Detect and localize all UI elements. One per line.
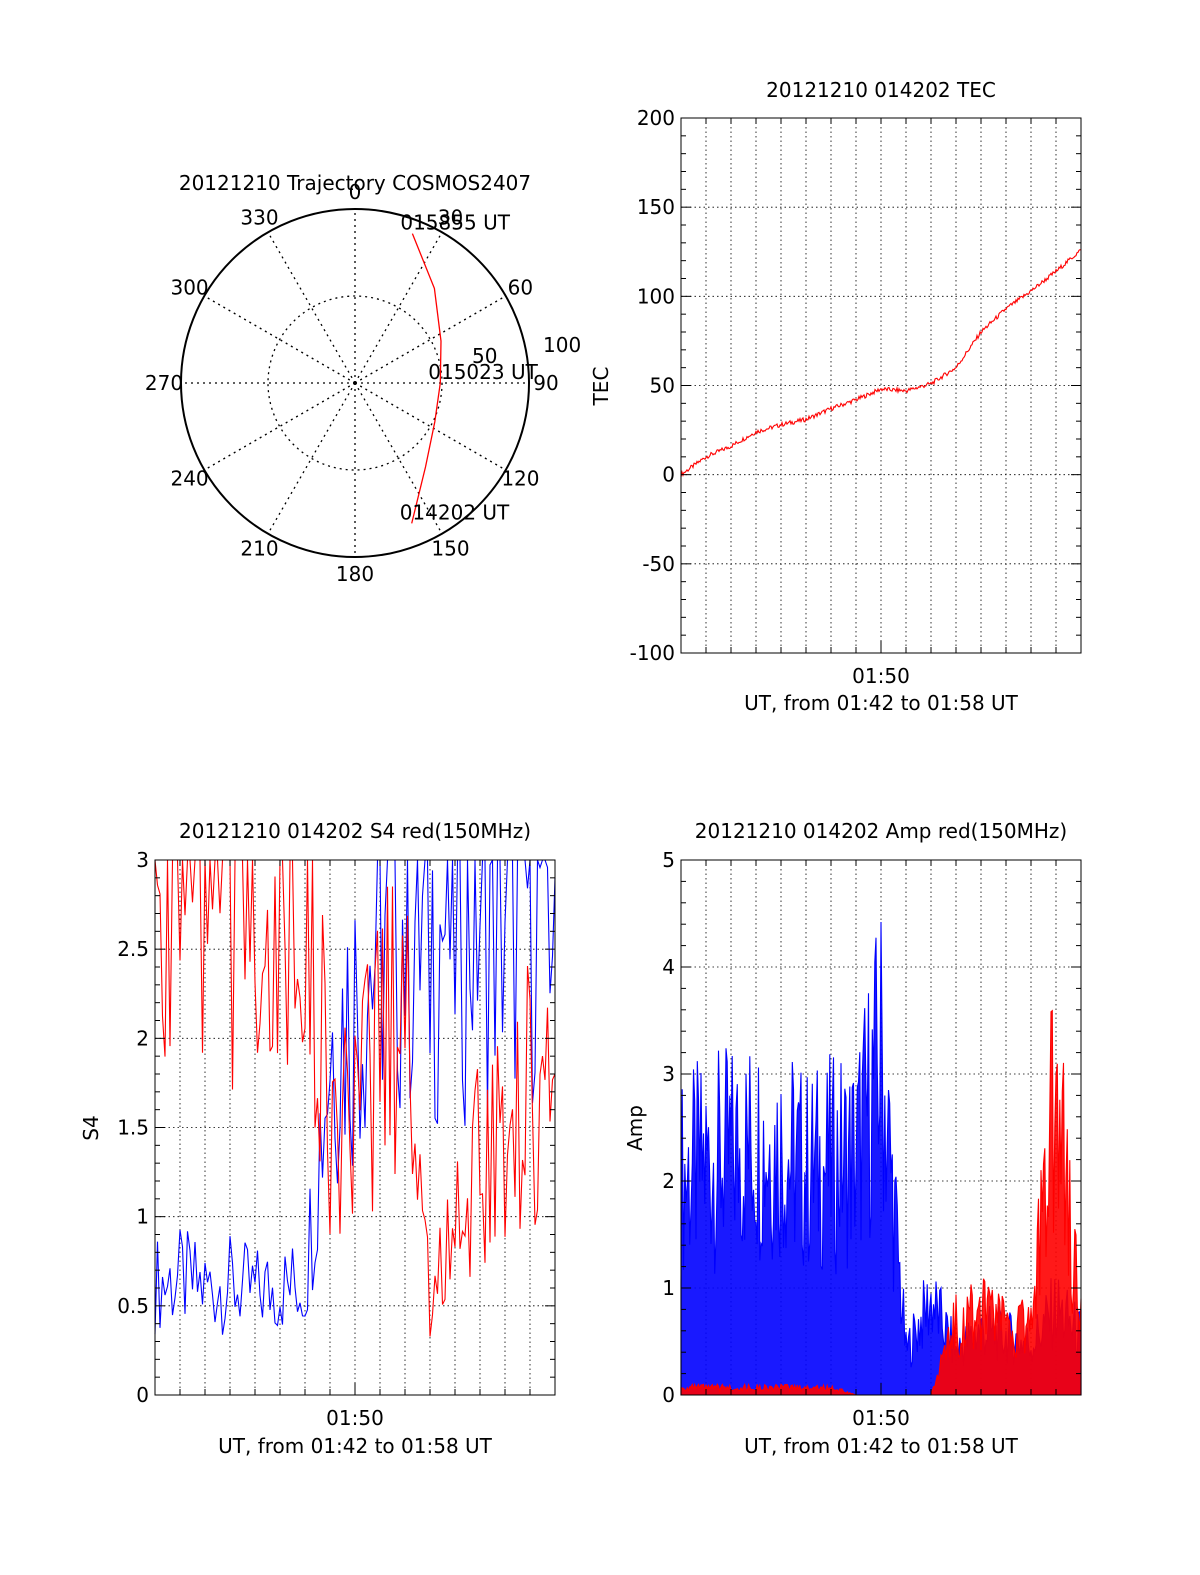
- y-tick-label: -50: [642, 552, 675, 576]
- amp-panel: 20121210 014202 Amp red(150MHz) 0 1 2 3 4 5 0…: [623, 819, 1082, 1458]
- s4-y-axis-label: S4: [79, 1115, 103, 1140]
- polar-angle-label: 240: [170, 467, 208, 491]
- y-tick-label: 1: [136, 1205, 149, 1229]
- y-tick-label: 0: [662, 463, 675, 487]
- amp-y-axis-label: Amp: [623, 1105, 647, 1151]
- polar-angle-label: 90: [533, 371, 558, 395]
- trajectory-time-label: 015855 UT: [400, 211, 510, 235]
- y-tick-label: 0: [136, 1383, 149, 1407]
- y-tick-label: 2.5: [117, 937, 149, 961]
- series-line-red: [154, 859, 556, 1337]
- polar-spoke: [267, 231, 356, 384]
- polar-angle-label: 330: [240, 206, 278, 230]
- s4-panel: 20121210 014202 S4 red(150MHz) 0 0.5 1 1.5 2…: [79, 819, 556, 1458]
- polar-radius-label: 50: [472, 344, 497, 368]
- y-tick-label: 150: [637, 195, 675, 219]
- trajectory-annotations: 015855 UT 015023 UT 014202 UT: [400, 211, 539, 525]
- polar-ring: [267, 295, 443, 471]
- polar-angle-label: 0: [349, 180, 362, 204]
- y-tick-label: 200: [637, 106, 675, 130]
- tec-panel: 20121210 014202 TEC -100-50050100150200 …: [589, 78, 1082, 715]
- polar-outer-circle: [180, 208, 530, 558]
- tec-x-axis-label: UT, from 01:42 to 01:58 UT: [744, 691, 1019, 715]
- s4-title: 20121210 014202 S4 red(150MHz): [179, 819, 531, 843]
- polar-spoke: [354, 295, 507, 384]
- polar-spoke: [354, 382, 507, 471]
- s4-x-axis-label: UT, from 01:42 to 01:58 UT: [218, 1434, 493, 1458]
- x-tick-label: 01:50: [852, 1406, 910, 1430]
- series-line-red: [680, 249, 1082, 478]
- trajectory-time-label: 015023 UT: [428, 360, 538, 384]
- polar-angle-labels: 0 30 60 90 120 150 180 210 240 270 300 330: [145, 180, 559, 586]
- polar-radius-labels: 50 100: [472, 333, 581, 368]
- amp-x-axis-label: UT, from 01:42 to 01:58 UT: [744, 1434, 1019, 1458]
- y-tick-label: 100: [637, 284, 675, 308]
- polar-panel: 20121210 Trajectory COSMOS2407 0 30 60 90 12…: [145, 171, 581, 586]
- y-tick-label: 2: [662, 1169, 675, 1193]
- series-line-blue: [154, 859, 556, 1335]
- series-line-blue: [680, 921, 1082, 1396]
- x-tick-label: 01:50: [326, 1406, 384, 1430]
- tec-title: 20121210 014202 TEC: [766, 78, 996, 102]
- y-tick-label: 0: [662, 1383, 675, 1407]
- polar-spoke: [354, 382, 443, 535]
- x-tick-label: 01:50: [852, 664, 910, 688]
- trajectory-line: [411, 233, 442, 524]
- s4-x-ticks: 01:50: [179, 860, 531, 1430]
- polar-grid: [181, 209, 529, 557]
- polar-title: 20121210 Trajectory COSMOS2407: [179, 171, 531, 195]
- tec-x-ticks: 01:50: [705, 118, 1057, 688]
- amp-title: 20121210 014202 Amp red(150MHz): [695, 819, 1067, 843]
- amp-series: [680, 921, 1082, 1396]
- y-tick-label: 5: [662, 848, 675, 872]
- tec-y-ticks: -100 -50 0 50 100 150 200: [630, 106, 1081, 665]
- polar-angle-label: 120: [501, 467, 539, 491]
- s4-y-ticks: 0 0.5 1 1.5 2 2.5 3: [117, 848, 555, 1407]
- polar-angle-label: 210: [240, 536, 278, 560]
- polar-spoke: [267, 382, 356, 535]
- polar-angle-label: 60: [508, 276, 533, 300]
- y-tick-label: 3: [662, 1062, 675, 1086]
- tec-grid: [681, 118, 1081, 653]
- amp-y-ticks: 0 1 2 3 4 5: [662, 848, 1081, 1407]
- tec-series: [680, 249, 1082, 478]
- y-tick-label: 1.5: [117, 1116, 149, 1140]
- y-tick-label: 50: [650, 374, 675, 398]
- y-tick-label: 1: [662, 1276, 675, 1300]
- polar-angle-label: 180: [336, 562, 374, 586]
- polar-angle-label: 30: [438, 206, 463, 230]
- tec-y-axis-label: TEC: [589, 367, 613, 407]
- y-tick-label: 4: [662, 955, 675, 979]
- polar-spoke: [203, 382, 356, 471]
- amp-x-ticks: 01:50: [705, 860, 1057, 1430]
- polar-spoke: [203, 295, 356, 384]
- y-tick-label: 0.5: [117, 1294, 149, 1318]
- polar-radius-label: 100: [543, 333, 581, 357]
- s4-series: [154, 859, 556, 1337]
- y-tick-label: 3: [136, 848, 149, 872]
- y-tick-label: 2: [136, 1026, 149, 1050]
- polar-spoke: [354, 231, 443, 384]
- trajectory-time-label: 014202 UT: [400, 500, 510, 524]
- polar-angle-label: 300: [170, 276, 208, 300]
- polar-angle-label: 150: [431, 536, 469, 560]
- polar-angle-label: 270: [145, 371, 183, 395]
- y-tick-label: -100: [630, 641, 675, 665]
